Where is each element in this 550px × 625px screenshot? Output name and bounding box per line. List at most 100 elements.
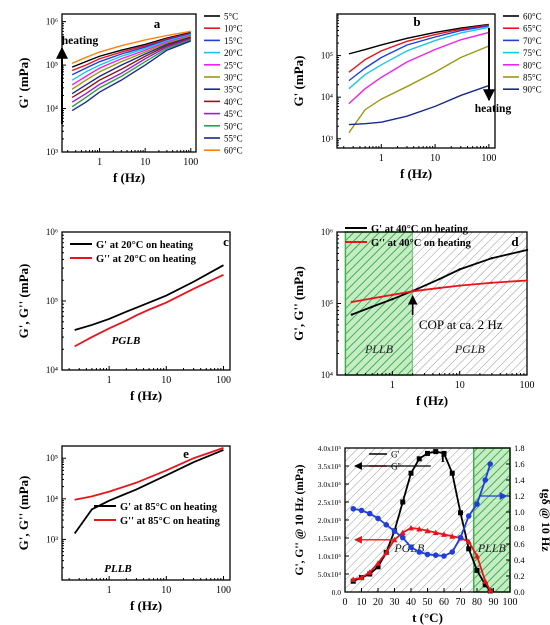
data-point <box>449 470 455 476</box>
data-point <box>432 529 439 536</box>
data-point <box>391 297 394 301</box>
plot-frame <box>336 13 496 149</box>
x-tick-label: 10 <box>357 597 367 608</box>
series-25°C <box>71 34 191 86</box>
data-point <box>438 277 441 281</box>
y-axis-label: G', G'' (mPa) <box>16 264 31 339</box>
data-point <box>375 560 381 566</box>
y2-tick-label: 0.6 <box>514 539 525 549</box>
series-10°C <box>71 32 191 72</box>
data-point <box>383 522 390 528</box>
data-point <box>466 546 472 552</box>
legend-label: 55°C <box>224 134 243 144</box>
y-tick-label: 0.0 <box>332 588 342 597</box>
series-5°C <box>71 31 191 68</box>
legend-label: G'' at 20°C on heating <box>96 254 197 265</box>
data-point <box>366 510 373 517</box>
series-line <box>71 30 191 64</box>
data-point <box>490 257 494 260</box>
series-35°C <box>71 36 192 95</box>
legend-label: 40°C <box>224 97 243 107</box>
x-tick-label: 10 <box>140 157 150 168</box>
data-point <box>425 450 430 456</box>
y-tick-label: 10⁴ <box>46 365 58 375</box>
x-tick-label: 50 <box>423 597 433 608</box>
x-tick-label: 40 <box>406 597 416 608</box>
data-point <box>482 578 489 584</box>
x-tick-label: 1 <box>107 585 112 596</box>
panel-letter: b <box>413 14 420 29</box>
legend-label: G' at 85°C on heating <box>120 502 218 513</box>
legend-label: 90°C <box>523 85 542 95</box>
legend-label: 15°C <box>224 36 243 46</box>
series-60°C <box>348 23 489 55</box>
data-point <box>358 507 365 514</box>
series-65°C <box>348 24 489 73</box>
region-label: PLLB <box>364 342 394 356</box>
x-tick-label: 70 <box>456 597 466 608</box>
data-point <box>391 528 398 534</box>
x-tick-label: 30 <box>390 597 400 608</box>
y2-tick-label: 1.8 <box>514 443 525 453</box>
legend-label: 60°C <box>523 12 542 22</box>
legend-label: G'' at 85°C on heating <box>120 516 221 527</box>
series-G'' at 20°C on heating <box>74 273 224 348</box>
legend-label: 75°C <box>523 48 542 58</box>
legend: G' at 40°C on heating G'' at 40°C on heat… <box>345 224 472 249</box>
y-axis-label: G' (mPa) <box>291 56 306 107</box>
data-point <box>449 533 456 539</box>
series-line <box>71 35 191 90</box>
legend-label: 5°C <box>224 12 238 22</box>
data-point <box>525 248 529 252</box>
series-15°C <box>71 33 191 76</box>
series-90°C <box>348 84 490 126</box>
series-line <box>71 40 192 112</box>
data-point <box>458 284 461 287</box>
x-tick-label: 1 <box>97 157 102 168</box>
x-tick-label: 10 <box>455 380 465 391</box>
data-point <box>350 313 354 316</box>
series-70°C <box>348 25 489 82</box>
y-tick-label: 10⁴ <box>46 494 58 504</box>
data-point <box>487 461 494 467</box>
data-point <box>474 553 480 559</box>
data-point <box>441 553 447 559</box>
data-point <box>411 290 414 293</box>
series-line <box>348 45 490 134</box>
legend-label: 10°C <box>224 24 243 34</box>
y-tick-label: 10⁵ <box>46 60 58 70</box>
data-point <box>474 567 480 573</box>
data-point <box>458 268 461 271</box>
panel-d: PLLB PGLB 1 10 100 10⁴ 10⁵ 10⁶ f (Hz) G', G'' (mP… <box>291 224 535 408</box>
y-tick-label: 1.0x10⁵ <box>318 552 342 561</box>
series-line <box>71 36 192 95</box>
legend-label: 30°C <box>224 73 243 83</box>
x-axis-label: t (°C) <box>412 610 443 625</box>
y-tick-label: 2.0x10⁵ <box>318 516 342 525</box>
data-point <box>424 527 431 534</box>
data-point <box>408 544 414 550</box>
y-axis-label: G' (mPa) <box>16 58 31 109</box>
data-point <box>400 499 406 505</box>
data-point <box>408 470 414 476</box>
series-line <box>74 264 224 331</box>
x-tick-label: 20 <box>373 597 383 608</box>
panel-letter: e <box>183 446 189 461</box>
y-tick-label: 2.5x10⁵ <box>318 498 342 507</box>
series-line <box>348 24 489 73</box>
x-tick-label: 10 <box>430 153 440 164</box>
panel-f: PGLBPLLB01020304050607080901000.05.0x10⁴… <box>294 443 550 625</box>
legend-label: 80°C <box>523 60 542 70</box>
series-80°C <box>348 31 490 105</box>
data-point <box>358 574 365 581</box>
x-tick-label: 100 <box>216 375 231 386</box>
x-tick-label: 60 <box>439 597 449 608</box>
series-line <box>348 25 489 82</box>
y-tick-label: 10⁶ <box>46 227 58 237</box>
data-point <box>370 305 374 308</box>
y-tick-label: 10⁴ <box>321 92 333 102</box>
data-point <box>432 552 439 558</box>
series-40°C <box>71 37 192 99</box>
y2-tick-label: 0.4 <box>514 555 525 565</box>
y-tick-label: 10³ <box>321 134 333 144</box>
